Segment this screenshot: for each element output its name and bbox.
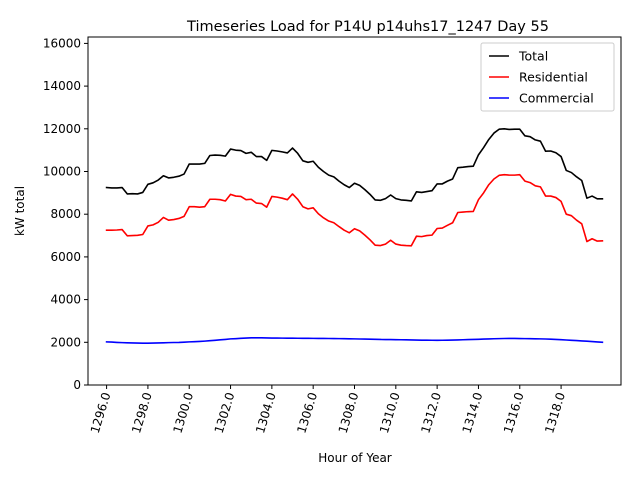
- series-line-commercial: [105, 336, 604, 345]
- y-tick-label: 6000: [50, 250, 81, 264]
- x-axis-label: Hour of Year: [318, 451, 392, 465]
- series-line-residential: [105, 173, 604, 247]
- y-tick-label: 0: [73, 378, 81, 392]
- legend-box: [480, 42, 615, 112]
- y-tick-label: 4000: [50, 293, 81, 307]
- y-axis-label: kW total: [13, 186, 27, 236]
- series-line-total: [105, 128, 604, 202]
- y-tick-label: 8000: [50, 207, 81, 221]
- legend-label-residential: Residential: [519, 70, 588, 85]
- y-tick-label: 2000: [50, 335, 81, 349]
- y-tick-label: 10000: [43, 165, 81, 179]
- chart-title: Timeseries Load for P14U p14uhs17_1247 D…: [186, 19, 549, 35]
- legend-label-total: Total: [518, 49, 548, 64]
- y-tick-label: 14000: [43, 79, 81, 93]
- y-tick-label: 16000: [43, 36, 81, 50]
- y-tick-label: 12000: [43, 122, 81, 136]
- legend-label-commercial: Commercial: [519, 91, 594, 106]
